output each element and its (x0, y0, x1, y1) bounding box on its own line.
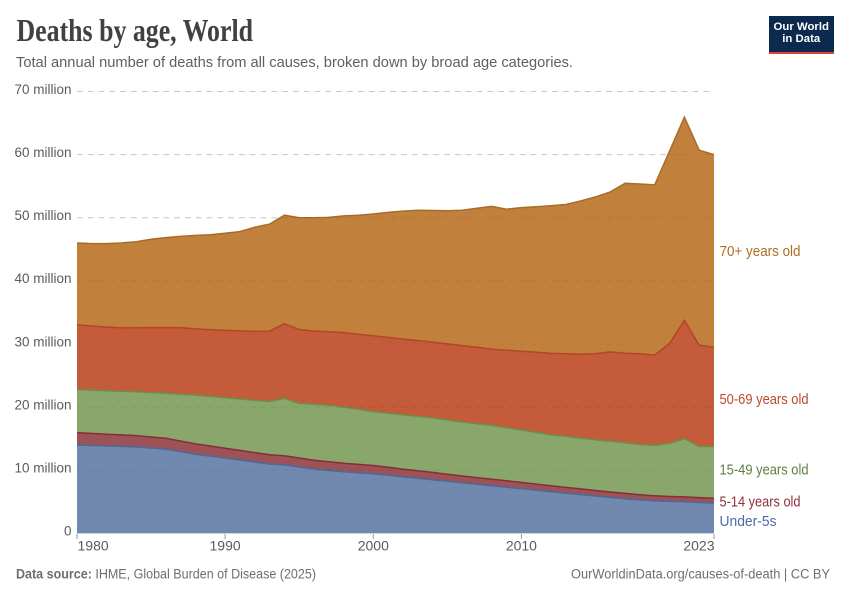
svg-text:20 million: 20 million (14, 397, 71, 412)
svg-text:1990: 1990 (210, 538, 241, 554)
svg-text:70+ years old: 70+ years old (720, 244, 801, 260)
svg-text:60 million: 60 million (14, 145, 71, 160)
svg-text:Under-5s: Under-5s (720, 514, 777, 530)
svg-text:2000: 2000 (358, 538, 389, 554)
svg-text:10 million: 10 million (14, 461, 71, 476)
svg-text:15-49 years old: 15-49 years old (720, 463, 809, 479)
svg-text:30 million: 30 million (14, 334, 71, 349)
svg-text:Total annual number of deaths: Total annual number of deaths from all c… (16, 54, 573, 71)
svg-text:1980: 1980 (78, 538, 109, 554)
svg-text:5-14 years old: 5-14 years old (720, 495, 801, 511)
svg-text:Deaths by age, World: Deaths by age, World (17, 12, 254, 48)
svg-text:2010: 2010 (506, 538, 537, 554)
svg-text:0: 0 (64, 524, 72, 539)
svg-text:40 million: 40 million (14, 271, 71, 286)
svg-text:50 million: 50 million (14, 208, 71, 223)
svg-text:Data source: IHME, Global Burd: Data source: IHME, Global Burden of Dise… (16, 567, 316, 582)
svg-text:50-69 years old: 50-69 years old (720, 392, 809, 408)
svg-text:2023: 2023 (683, 538, 714, 554)
svg-text:70 million: 70 million (14, 82, 71, 97)
svg-text:OurWorldinData.org/causes-of-d: OurWorldinData.org/causes-of-death | CC … (571, 567, 830, 582)
